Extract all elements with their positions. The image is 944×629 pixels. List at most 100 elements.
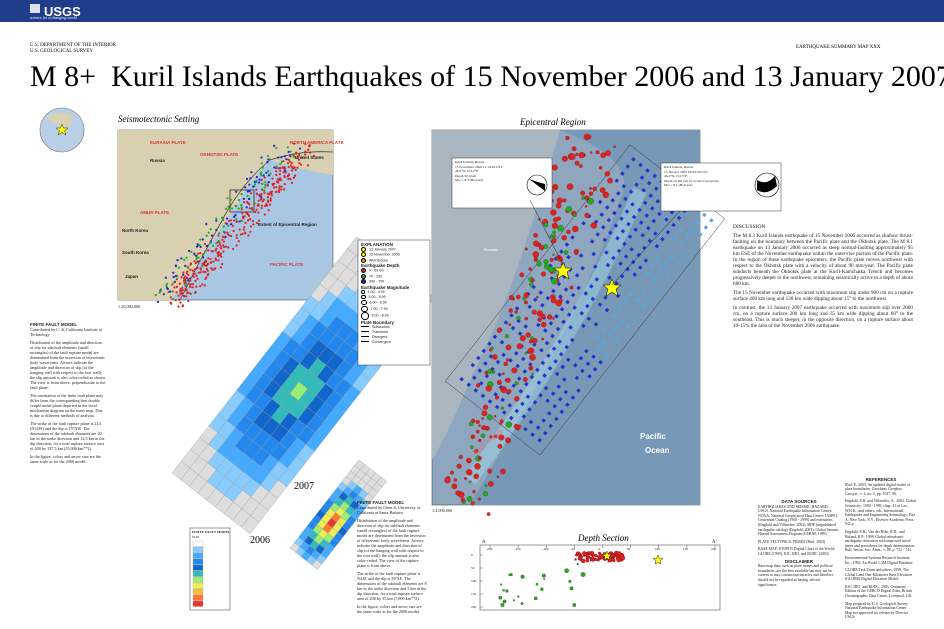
aftershock <box>663 262 668 267</box>
seismic-dot <box>195 274 198 277</box>
seismic-dot <box>249 225 253 228</box>
aftershock <box>537 437 542 443</box>
depth-dot <box>580 558 586 564</box>
explanation: EXPLANATION 13 January 2007 15 November 2… <box>361 242 429 345</box>
aftershock <box>646 225 651 231</box>
aftershock <box>589 284 594 289</box>
seismic-dot <box>267 174 271 177</box>
seismic-dot <box>174 274 177 278</box>
aftershock <box>632 272 637 277</box>
seismic-dot <box>296 166 299 169</box>
aftershock <box>592 367 598 372</box>
text-item: 15 November 2006 11:14:16 UTC <box>455 165 503 170</box>
section-end: A' <box>712 540 717 545</box>
seismic-dot <box>478 438 482 443</box>
seismic-dot <box>214 249 217 252</box>
seismic-dot <box>508 295 514 301</box>
seismic-dot <box>215 219 218 222</box>
seismic-dot <box>524 247 528 251</box>
seismic-dot <box>201 264 204 267</box>
map-label: Simushir <box>484 247 499 252</box>
aftershock <box>522 369 528 374</box>
text: Distribution of the amplitude and direct… <box>30 340 106 390</box>
seismic-dot <box>489 348 493 352</box>
seismic-dot <box>292 176 295 179</box>
seismic-dot <box>498 434 505 441</box>
depth-dot <box>576 552 579 556</box>
seismic-dot <box>278 173 281 176</box>
aftershock <box>640 232 645 238</box>
aftershock <box>483 361 488 366</box>
seismic-dot <box>466 496 473 502</box>
seismic-dot <box>588 191 593 196</box>
seismic-dot <box>257 199 260 202</box>
seismic-dot <box>156 300 160 303</box>
seismic-dot <box>514 310 518 314</box>
aftershock <box>624 209 630 214</box>
aftershock <box>611 313 617 318</box>
text-item: Kuril Islands, Russia <box>664 165 719 170</box>
aftershock <box>608 230 613 236</box>
seismic-dot <box>233 219 236 222</box>
seismic-dot <box>237 207 240 210</box>
aftershock <box>520 401 525 407</box>
tick-label: 50 <box>626 547 631 551</box>
seismic-dot <box>226 197 229 200</box>
epi-scale: 1:2,000,000 <box>432 508 453 513</box>
text-item: 8.00 - 8.99 <box>361 312 429 320</box>
aftershock-grid <box>459 157 714 443</box>
seismic-dot <box>283 167 286 170</box>
aftershock <box>676 215 682 221</box>
aftershock <box>523 324 528 329</box>
aftershock <box>654 186 659 191</box>
seismic-dot <box>536 258 539 262</box>
aftershock <box>650 263 656 269</box>
text-item: The 15 November earthquake occurred with… <box>733 290 913 302</box>
seismic-dot <box>533 232 538 238</box>
seismic-dot <box>197 271 200 274</box>
aftershock <box>615 236 620 241</box>
seismic-dot <box>219 252 223 255</box>
seismic-dot <box>589 187 592 190</box>
seismic-dot <box>493 434 498 439</box>
seismic-dot <box>572 225 579 233</box>
map-label: Russia <box>150 158 165 163</box>
depth-dot <box>585 558 590 563</box>
seismic-dot <box>249 217 252 221</box>
seismic-dot <box>260 178 263 181</box>
aftershock <box>570 292 576 298</box>
event-2007: Kuril Islands, Russia 13 January 2007 04:… <box>664 165 719 188</box>
aftershock <box>709 218 714 223</box>
seismic-dot <box>240 207 243 211</box>
seismic-dot <box>199 238 202 241</box>
title: M 8+ Kuril Islands Earthquakes of 15 Nov… <box>30 60 944 93</box>
tick-label: -150 <box>514 547 521 551</box>
seismic-dot <box>602 191 609 199</box>
seismic-dot <box>475 419 480 425</box>
trench-shading <box>464 187 647 485</box>
aftershock <box>642 200 648 206</box>
seismic-dot <box>196 252 200 255</box>
label-2006: 2006 <box>250 535 270 546</box>
seismic-dot <box>538 244 545 251</box>
seismic-dot <box>500 406 504 410</box>
epicentral-title: Epicentral Region <box>520 117 586 127</box>
seismic-dot <box>199 285 202 288</box>
seismic-dot <box>575 152 579 156</box>
seismic-dot <box>172 271 175 274</box>
seismic-dot <box>219 266 223 269</box>
survey: U.S. GEOLOGICAL SURVEY <box>30 49 94 54</box>
seismic-dot <box>525 292 529 295</box>
aftershock <box>653 289 659 294</box>
depth-dot <box>512 599 515 602</box>
aftershock <box>570 235 575 240</box>
seismic-dot <box>287 165 290 169</box>
aftershock <box>635 297 641 303</box>
seismic-dot <box>289 178 292 181</box>
seismic-dot <box>197 256 200 259</box>
aftershock <box>509 415 514 421</box>
seismic-dot <box>268 203 272 206</box>
aftershock <box>597 199 603 205</box>
seismic-dot <box>259 198 262 201</box>
